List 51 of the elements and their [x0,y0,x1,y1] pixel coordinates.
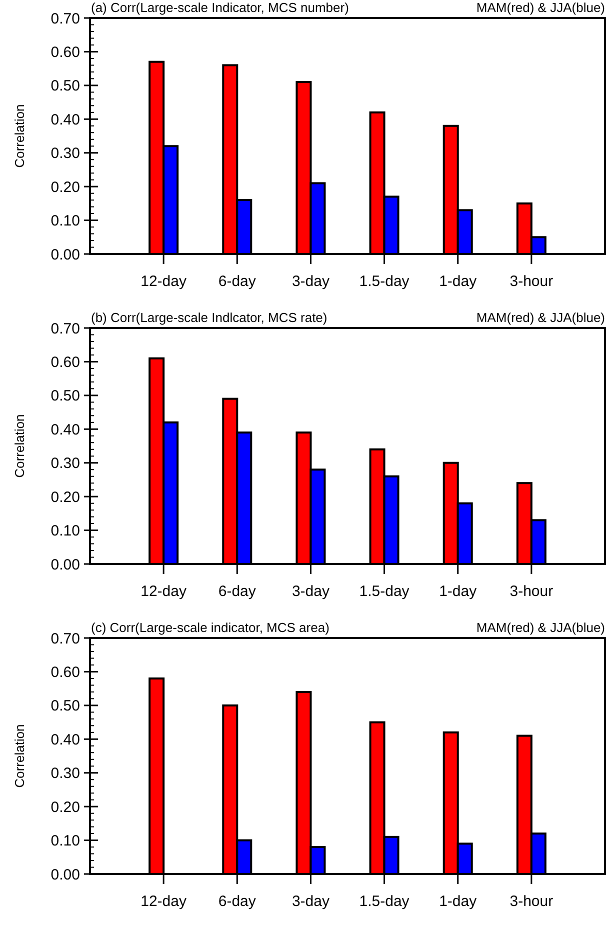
x-tick-label: 3-day [292,273,330,290]
y-tick-label: 0.30 [50,455,80,472]
x-tick-label: 1.5-day [359,893,410,910]
x-tick-label: 3-day [292,583,330,600]
y-tick-label: 0.20 [50,178,80,196]
y-tick-label: 0.50 [50,388,80,405]
x-tick-label: 12-day [140,893,187,910]
y-tick-label: 0.60 [50,44,80,61]
chart-title: (a) Corr(Large-scale Indicator, MCS number) [91,0,349,15]
y-tick-label: 0.20 [50,488,80,506]
x-tick-label: 1-day [439,273,478,290]
y-tick-label: 0.20 [50,798,80,816]
y-tick-label: 0.40 [50,731,80,748]
x-tick-label: 1.5-day [359,273,410,290]
y-tick-label: 0.70 [50,630,80,648]
y-tick-label: 0.40 [50,421,80,438]
x-tick-label: 3-hour [510,273,554,290]
chart-title: (c) Corr(Large-scale indicator, MCS area) [91,620,330,635]
y-tick-label: 0.10 [50,522,80,540]
y-tick-label: 0.00 [50,866,80,884]
y-tick-label: 0.60 [50,354,80,371]
y-tick-label: 0.40 [50,111,80,128]
x-tick-label: 3-day [292,893,330,910]
x-tick-label: 1-day [439,893,478,910]
y-axis-title: Correlation [12,104,27,168]
y-axis-title: Correlation [12,414,27,478]
y-tick-label: 0.30 [50,145,80,162]
y-tick-label: 0.50 [50,78,80,95]
y-tick-label: 0.50 [50,698,80,715]
chart-subtitle: MAM(red) & JJA(blue) [476,310,605,325]
y-tick-label: 0.10 [50,832,80,850]
x-tick-label: 6-day [218,893,256,910]
chart-subtitle: MAM(red) & JJA(blue) [476,0,605,15]
y-tick-label: 0.00 [50,246,80,264]
y-tick-label: 0.00 [50,556,80,574]
y-tick-label: 0.60 [50,664,80,681]
x-tick-label: 12-day [140,273,187,290]
x-tick-label: 1-day [439,583,478,600]
y-tick-label: 0.70 [50,10,80,28]
x-tick-label: 6-day [218,583,256,600]
x-tick-label: 1.5-day [359,583,410,600]
x-tick-label: 3-hour [510,893,554,910]
x-tick-label: 12-day [140,583,187,600]
y-axis-title: Correlation [12,724,27,788]
y-tick-label: 0.70 [50,320,80,338]
x-tick-label: 3-hour [510,583,554,600]
y-tick-label: 0.10 [50,212,80,230]
chart-title: (b) Corr(Large-scale Indlcator, MCS rate) [91,310,328,325]
x-tick-label: 6-day [218,273,256,290]
chart-subtitle: MAM(red) & JJA(blue) [476,620,605,635]
y-tick-label: 0.30 [50,765,80,782]
